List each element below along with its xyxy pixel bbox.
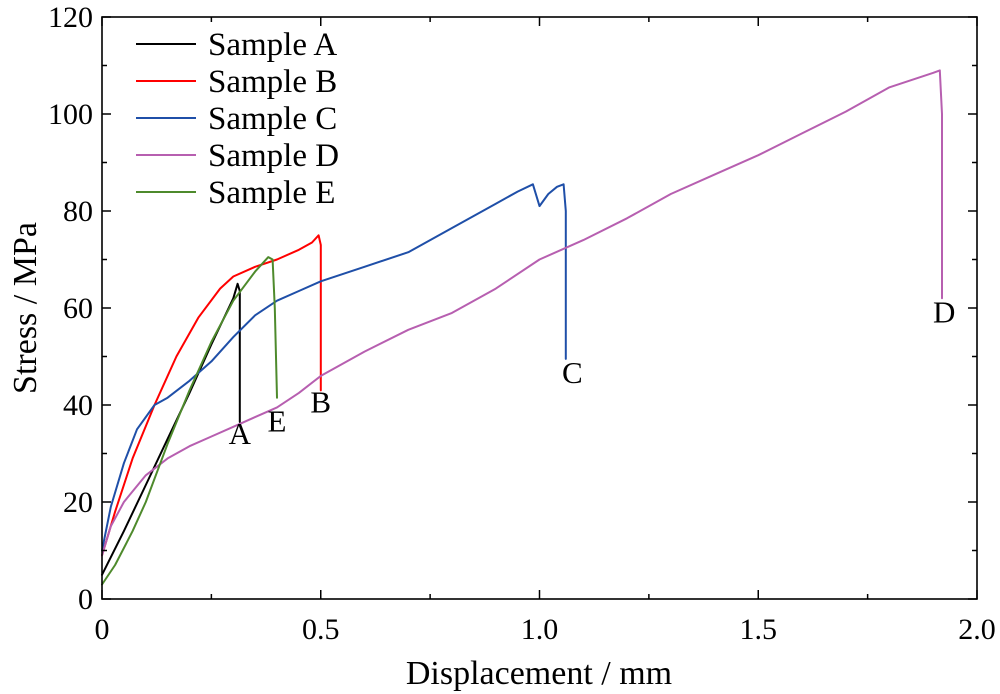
series-line-sample-d — [101, 69, 943, 557]
x-tick-label: 0.5 — [302, 613, 340, 646]
series-line-sample-e — [101, 256, 278, 586]
end-label-a: A — [229, 416, 252, 451]
end-label-e: E — [268, 404, 287, 439]
legend-label-sample-e: Sample E — [208, 175, 335, 211]
series-line-sample-a — [101, 282, 241, 576]
legend-label-sample-d: Sample D — [208, 138, 339, 174]
y-tick-label: 40 — [63, 389, 93, 422]
x-tick-label: 1.5 — [740, 613, 778, 646]
y-tick-label: 100 — [48, 98, 93, 131]
tick-layer: 0 0.5 1.0 1.5 2.0 0 20 40 60 80 100 120 — [48, 1, 996, 646]
x-tick-label: 1.0 — [521, 613, 559, 646]
y-tick-label: 60 — [63, 292, 93, 325]
y-tick-label: 80 — [63, 195, 93, 228]
series-line-sample-b — [101, 234, 322, 557]
legend-label-sample-c: Sample C — [208, 101, 337, 137]
end-label-b: B — [310, 384, 331, 419]
label-layer: A B C D E — [229, 295, 956, 451]
y-tick-label: 120 — [48, 1, 93, 34]
y-tick-label: 0 — [78, 583, 93, 616]
x-tick-label: 2.0 — [958, 613, 996, 646]
x-axis-title: Displacement / mm — [406, 655, 672, 692]
legend-label-sample-b: Sample B — [208, 64, 337, 100]
legend-label-sample-a: Sample A — [208, 27, 337, 63]
x-tick-label: 0 — [95, 613, 110, 646]
end-label-d: D — [933, 295, 955, 330]
series-line-sample-c — [101, 183, 567, 552]
y-axis-title: Stress / MPa — [7, 222, 44, 394]
series-layer — [101, 69, 943, 586]
y-tick-label: 20 — [63, 486, 93, 519]
end-label-c: C — [562, 355, 583, 390]
